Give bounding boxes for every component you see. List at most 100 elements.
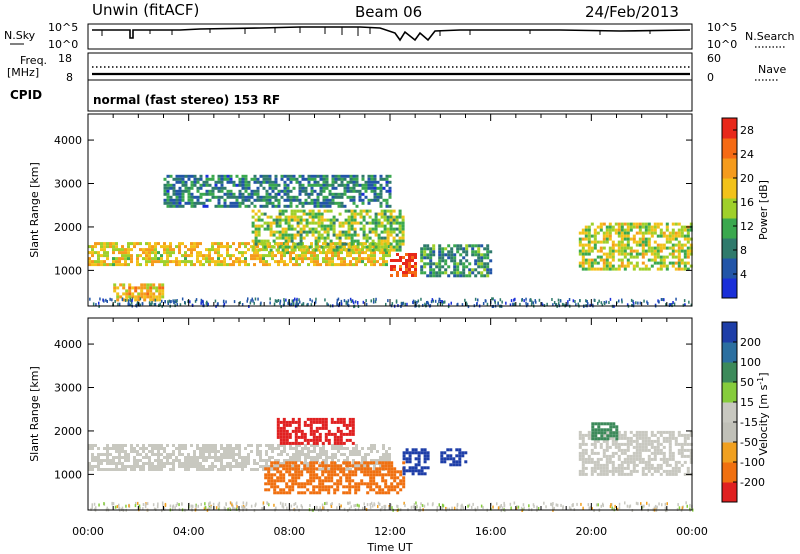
data-cell <box>393 476 397 480</box>
data-cell <box>351 470 355 474</box>
data-cell <box>654 504 657 508</box>
data-cell <box>395 221 399 225</box>
data-cell <box>291 473 295 477</box>
data-cell <box>229 257 232 261</box>
data-cell <box>578 454 582 458</box>
data-cell <box>277 459 280 462</box>
data-cell <box>611 469 615 473</box>
data-cell <box>411 271 414 274</box>
data-cell <box>175 174 179 178</box>
data-cell <box>465 259 469 263</box>
data-cell <box>486 256 490 260</box>
data-cell <box>611 451 615 455</box>
data-cell <box>322 198 326 202</box>
data-cell <box>348 491 352 495</box>
data-cell <box>593 237 597 241</box>
data-cell <box>286 453 289 456</box>
data-cell <box>444 271 448 275</box>
data-cell <box>271 468 274 471</box>
data-cell <box>605 442 609 446</box>
data-cell <box>689 264 693 268</box>
data-cell <box>620 234 624 238</box>
data-cell <box>367 198 371 202</box>
data-cell <box>346 183 350 187</box>
data-cell <box>554 303 557 307</box>
data-cell <box>241 192 245 196</box>
data-cell <box>384 505 387 508</box>
data-cell <box>416 300 418 304</box>
data-cell <box>330 505 333 508</box>
data-cell <box>350 212 354 216</box>
data-cell <box>330 467 334 471</box>
data-cell <box>385 183 389 187</box>
data-cell <box>659 234 663 238</box>
data-cell <box>659 231 663 235</box>
data-cell <box>166 254 169 258</box>
data-cell <box>363 473 367 477</box>
data-cell <box>370 189 374 193</box>
data-cell <box>382 186 386 190</box>
data-cell <box>296 209 300 213</box>
data-cell <box>328 198 332 202</box>
data-cell <box>289 303 291 307</box>
data-cell <box>281 209 285 213</box>
data-cell <box>118 447 121 450</box>
data-cell <box>359 227 363 231</box>
data-cell <box>318 482 322 486</box>
data-cell <box>274 180 278 184</box>
data-cell <box>309 482 313 486</box>
data-cell <box>477 265 481 269</box>
data-cell <box>366 470 370 474</box>
data-cell <box>109 447 112 450</box>
data-cell <box>323 236 327 240</box>
data-cell <box>382 251 385 255</box>
y-tick-label: 2000 <box>54 221 82 234</box>
data-cell <box>584 448 588 452</box>
data-cell <box>114 300 116 303</box>
data-cell <box>326 302 328 306</box>
data-cell <box>327 438 331 442</box>
data-cell <box>553 506 555 510</box>
data-cell <box>605 228 609 232</box>
data-cell <box>166 180 170 184</box>
data-cell <box>340 201 344 205</box>
data-cell <box>605 264 609 268</box>
data-cell <box>347 509 349 513</box>
data-cell <box>451 506 453 510</box>
data-cell <box>406 302 408 306</box>
data-cell <box>283 254 286 258</box>
data-cell <box>310 254 313 258</box>
data-cell <box>641 252 645 256</box>
data-cell <box>124 459 127 462</box>
data-cell <box>650 225 654 229</box>
data-cell <box>545 505 547 509</box>
data-cell <box>169 254 172 258</box>
data-cell <box>235 195 239 199</box>
data-cell <box>285 482 289 486</box>
data-cell <box>322 186 326 190</box>
data-cell <box>683 299 686 303</box>
data-cell <box>166 189 170 193</box>
data-cell <box>617 258 621 262</box>
data-cell <box>298 198 302 202</box>
data-cell <box>338 239 342 243</box>
data-cell <box>268 254 271 258</box>
data-cell <box>133 462 136 465</box>
data-cell <box>232 447 235 450</box>
data-cell <box>134 504 137 508</box>
data-cell <box>313 254 316 258</box>
data-cell <box>609 428 613 432</box>
data-cell <box>686 469 690 473</box>
data-cell <box>238 465 241 468</box>
data-cell <box>614 451 618 455</box>
data-cell <box>513 298 515 302</box>
data-cell <box>379 177 383 181</box>
data-cell <box>367 186 371 190</box>
power-colorbar-label: Power [dB] <box>757 180 770 240</box>
data-cell <box>447 256 451 260</box>
data-cell <box>346 459 349 462</box>
data-cell <box>324 479 328 483</box>
data-cell <box>563 303 565 307</box>
data-cell <box>635 240 639 244</box>
data-cell <box>617 225 621 229</box>
